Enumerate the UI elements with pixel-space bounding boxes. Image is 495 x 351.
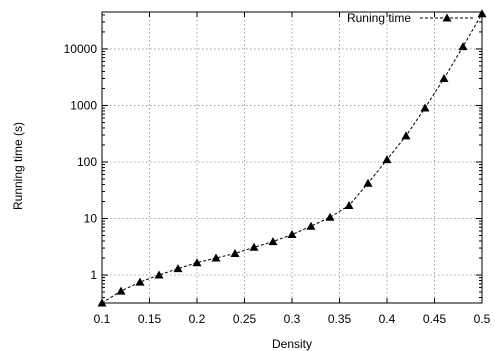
data-point [154,270,164,279]
y-axis-title: Running time (s) [11,122,25,210]
x-tick-label: 0.25 [233,312,257,326]
data-point [211,253,221,262]
x-tick-label: 0.4 [379,312,396,326]
data-point [325,212,335,221]
data-point [363,178,373,187]
y-tick-label: 10000 [64,42,98,56]
grid [102,12,482,303]
data-point [401,131,411,140]
data-point [230,249,240,258]
y-tick-label: 1000 [70,98,97,112]
data-point [439,73,449,82]
x-axis-title: Density [272,337,312,351]
data-point [287,230,297,239]
data-point [268,237,278,246]
x-tick-label: 0.35 [328,312,352,326]
series-layer [97,9,487,307]
data-point [458,42,468,51]
axis-ticks: 0.1 0.15 0.2 0.25 0.3 0.35 0.4 0.45 0.5 1 10 100 100… [64,12,491,326]
data-point [477,9,487,18]
legend-label: Runing time [347,11,411,25]
data-point [173,264,183,273]
y-tick-label: 1 [90,268,97,282]
x-tick-label: 0.2 [189,312,206,326]
y-tick-label: 100 [77,155,97,169]
legend-marker [442,13,452,22]
x-tick-label: 0.5 [474,312,491,326]
y-tick-label: 10 [84,212,98,226]
data-point [344,200,354,209]
data-point [135,277,145,286]
data-point [420,103,430,112]
legend: Runing time [347,11,474,25]
data-point [116,286,126,295]
data-point [382,155,392,164]
data-point [192,258,202,267]
data-point [306,221,316,230]
x-tick-label: 0.15 [138,312,162,326]
x-tick-label: 0.1 [94,312,111,326]
x-tick-label: 0.3 [284,312,301,326]
x-tick-label: 0.45 [423,312,447,326]
data-point [97,298,107,307]
data-point [249,242,259,251]
